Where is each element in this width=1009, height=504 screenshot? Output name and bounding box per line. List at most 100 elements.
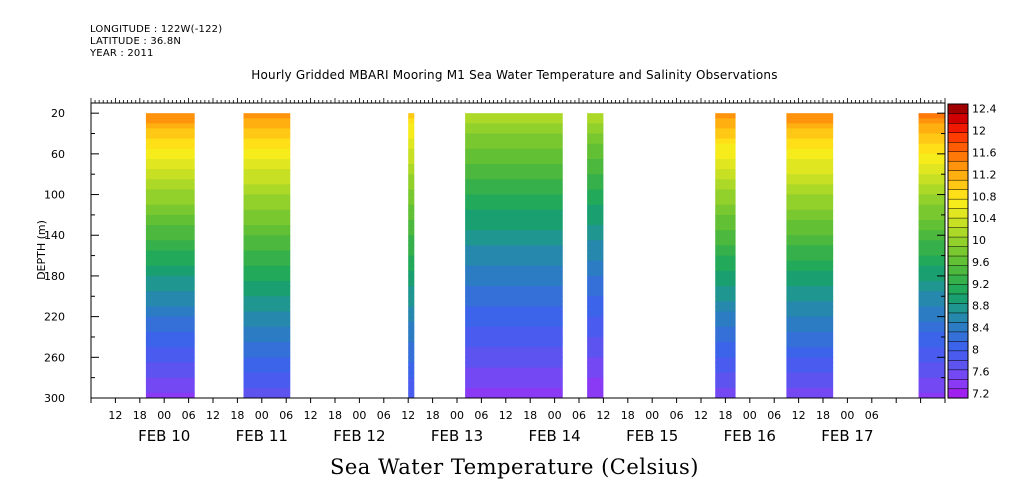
data-cell <box>715 250 736 257</box>
data-cell <box>408 372 415 379</box>
data-cell <box>918 377 945 384</box>
data-cell <box>465 392 563 398</box>
colorbar-tick-label: 10.8 <box>972 190 997 203</box>
data-cell <box>715 311 736 318</box>
colorbar-swatch <box>947 274 969 285</box>
data-cell <box>408 357 415 363</box>
data-cell <box>587 123 604 130</box>
data-cell <box>715 214 736 221</box>
colorbar-swatch <box>947 236 969 247</box>
data-cell <box>408 128 415 135</box>
colorbar-frame <box>947 103 969 399</box>
x-hour-label: 06 <box>572 409 586 422</box>
data-cell <box>786 153 834 160</box>
data-cell <box>715 331 736 338</box>
data-cell <box>145 382 195 389</box>
data-cell <box>145 128 195 135</box>
data-cell <box>145 169 195 175</box>
data-cell <box>715 204 736 211</box>
data-cell <box>786 255 834 262</box>
data-cell <box>243 148 291 155</box>
data-cell <box>715 367 736 374</box>
data-cell <box>786 133 834 140</box>
data-cell <box>587 260 604 267</box>
data-cell <box>243 357 291 363</box>
data-cell <box>587 169 604 175</box>
data-cell <box>715 316 736 323</box>
data-cell <box>243 316 291 323</box>
data-cell <box>145 214 195 221</box>
data-cell <box>715 347 736 353</box>
colorbar-swatch <box>947 293 969 304</box>
data-cell <box>786 230 834 236</box>
colorbar-swatch <box>947 331 969 342</box>
data-cell <box>243 113 291 119</box>
data-cell <box>145 321 195 328</box>
data-cell <box>145 153 195 160</box>
chart-subtitle: Sea Water Temperature (Celsius) <box>329 455 699 479</box>
data-cell <box>786 372 834 379</box>
data-cell <box>715 174 736 180</box>
x-day-label: FEB 16 <box>724 427 776 445</box>
data-cell <box>587 174 604 180</box>
data-cell <box>145 133 195 140</box>
data-cell <box>587 367 604 374</box>
data-cell <box>243 204 291 211</box>
data-cell <box>465 331 563 338</box>
colorbar-swatch <box>947 132 969 143</box>
data-cell <box>465 240 563 247</box>
data-cell <box>465 281 563 287</box>
data-cell <box>918 316 945 323</box>
colorbar-swatch <box>947 141 969 152</box>
data-cell <box>243 331 291 338</box>
data-cell <box>786 148 834 155</box>
data-cell <box>145 113 195 119</box>
data-cell <box>408 392 415 398</box>
data-cell <box>786 113 834 119</box>
data-cell <box>786 194 834 201</box>
data-cell <box>715 372 736 379</box>
data-cell <box>145 291 195 297</box>
data-cell <box>918 331 945 338</box>
data-cell <box>918 194 945 201</box>
data-cell <box>715 275 736 282</box>
x-hour-label: 06 <box>474 409 488 422</box>
data-cell <box>786 347 834 353</box>
data-cell <box>786 204 834 211</box>
data-cell <box>715 219 736 226</box>
data-cell <box>786 326 834 333</box>
data-cell <box>918 367 945 374</box>
data-cell <box>465 326 563 333</box>
data-cell <box>145 392 195 398</box>
data-cell <box>145 311 195 318</box>
data-cell <box>243 153 291 160</box>
data-cell <box>587 275 604 282</box>
colorbar-swatch <box>947 264 969 276</box>
data-cell <box>243 387 291 394</box>
data-cell <box>243 138 291 145</box>
x-hour-label: 00 <box>157 409 171 422</box>
data-cell <box>465 123 563 130</box>
longitude-label: LONGITUDE : <box>90 24 158 35</box>
data-cell <box>587 199 604 206</box>
y-tick-label: 300 <box>44 392 65 405</box>
data-cell <box>465 367 563 374</box>
data-cell <box>918 128 945 135</box>
data-cell <box>465 347 563 353</box>
data-cell <box>243 194 291 201</box>
data-cell <box>145 250 195 257</box>
data-cell <box>145 189 195 196</box>
data-cell <box>408 204 415 211</box>
data-cell <box>715 245 736 252</box>
colorbar-tick-label: 8 <box>972 343 979 356</box>
data-cell <box>587 357 604 363</box>
data-cell <box>786 270 834 277</box>
data-cell <box>408 382 415 389</box>
data-cell <box>145 143 195 150</box>
data-cell <box>243 189 291 196</box>
colorbar-tick-label: 7.6 <box>972 365 990 378</box>
data-cell <box>408 148 415 155</box>
data-cell <box>587 316 604 323</box>
data-cell <box>587 204 604 211</box>
data-cell <box>587 352 604 358</box>
